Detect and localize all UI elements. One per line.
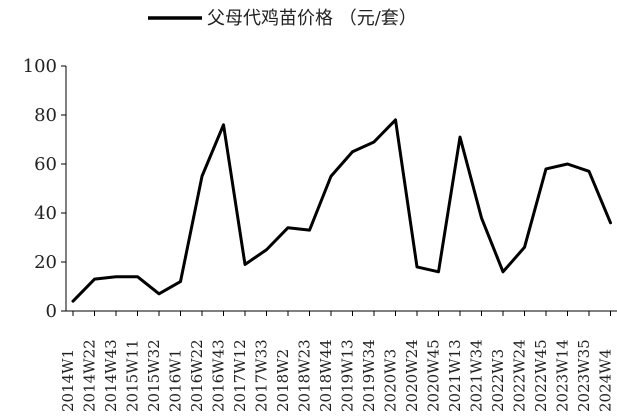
legend: 父母代鸡苗价格 （元/套） [148, 8, 417, 29]
x-tick-label: 2015W32 [145, 339, 163, 412]
x-tick-label: 2015W11 [124, 339, 142, 412]
x-tick-label: 2021W13 [446, 339, 464, 412]
x-tick-label: 2014W1 [59, 349, 77, 412]
x-tick-label: 2021W34 [468, 339, 486, 412]
x-tick-label: 2016W22 [188, 339, 206, 412]
x-tick-label: 2014W22 [81, 339, 99, 412]
series-layer [71, 118, 612, 303]
x-tick-label: 2020W45 [425, 339, 443, 412]
x-tick-label: 2016W1 [167, 349, 185, 412]
y-tick-label: 0 [46, 301, 57, 322]
x-tick-label: 2023W14 [554, 339, 572, 412]
x-tick-label: 2022W24 [511, 339, 529, 412]
legend-label: 父母代鸡苗价格 （元/套） [207, 8, 417, 29]
x-tick-label: 2022W3 [489, 349, 507, 412]
x-tick-label: 2020W24 [403, 339, 421, 412]
x-tick-label: 2023W35 [575, 339, 593, 412]
x-tick-label: 2020W3 [382, 349, 400, 412]
x-tick-label: 2018W23 [296, 339, 314, 412]
x-ticks: 2014W1 2014W22 2014W43 2015W11 2015W32 2016W1… [59, 311, 615, 412]
x-tick-label: 2022W45 [532, 339, 550, 412]
x-tick-label: 2017W12 [231, 339, 249, 412]
series-line-0 [71, 118, 612, 303]
y-tick-label: 20 [34, 252, 57, 273]
y-tick-label: 80 [34, 105, 57, 126]
y-ticks: 0 20 40 60 80 100 [23, 56, 66, 322]
x-tick-label: 2019W13 [339, 339, 357, 412]
x-tick-label: 2014W43 [102, 339, 120, 412]
x-tick-label: 2024W4 [597, 349, 615, 412]
y-tick-label: 40 [34, 203, 57, 224]
x-tick-label: 2016W43 [210, 339, 228, 412]
x-tick-label: 2019W34 [360, 339, 378, 412]
y-tick-label: 100 [23, 56, 57, 77]
x-tick-label: 2017W33 [253, 339, 271, 412]
x-tick-label: 2018W2 [274, 349, 292, 412]
y-tick-label: 60 [34, 154, 57, 175]
x-tick-label: 2018W44 [317, 339, 335, 412]
